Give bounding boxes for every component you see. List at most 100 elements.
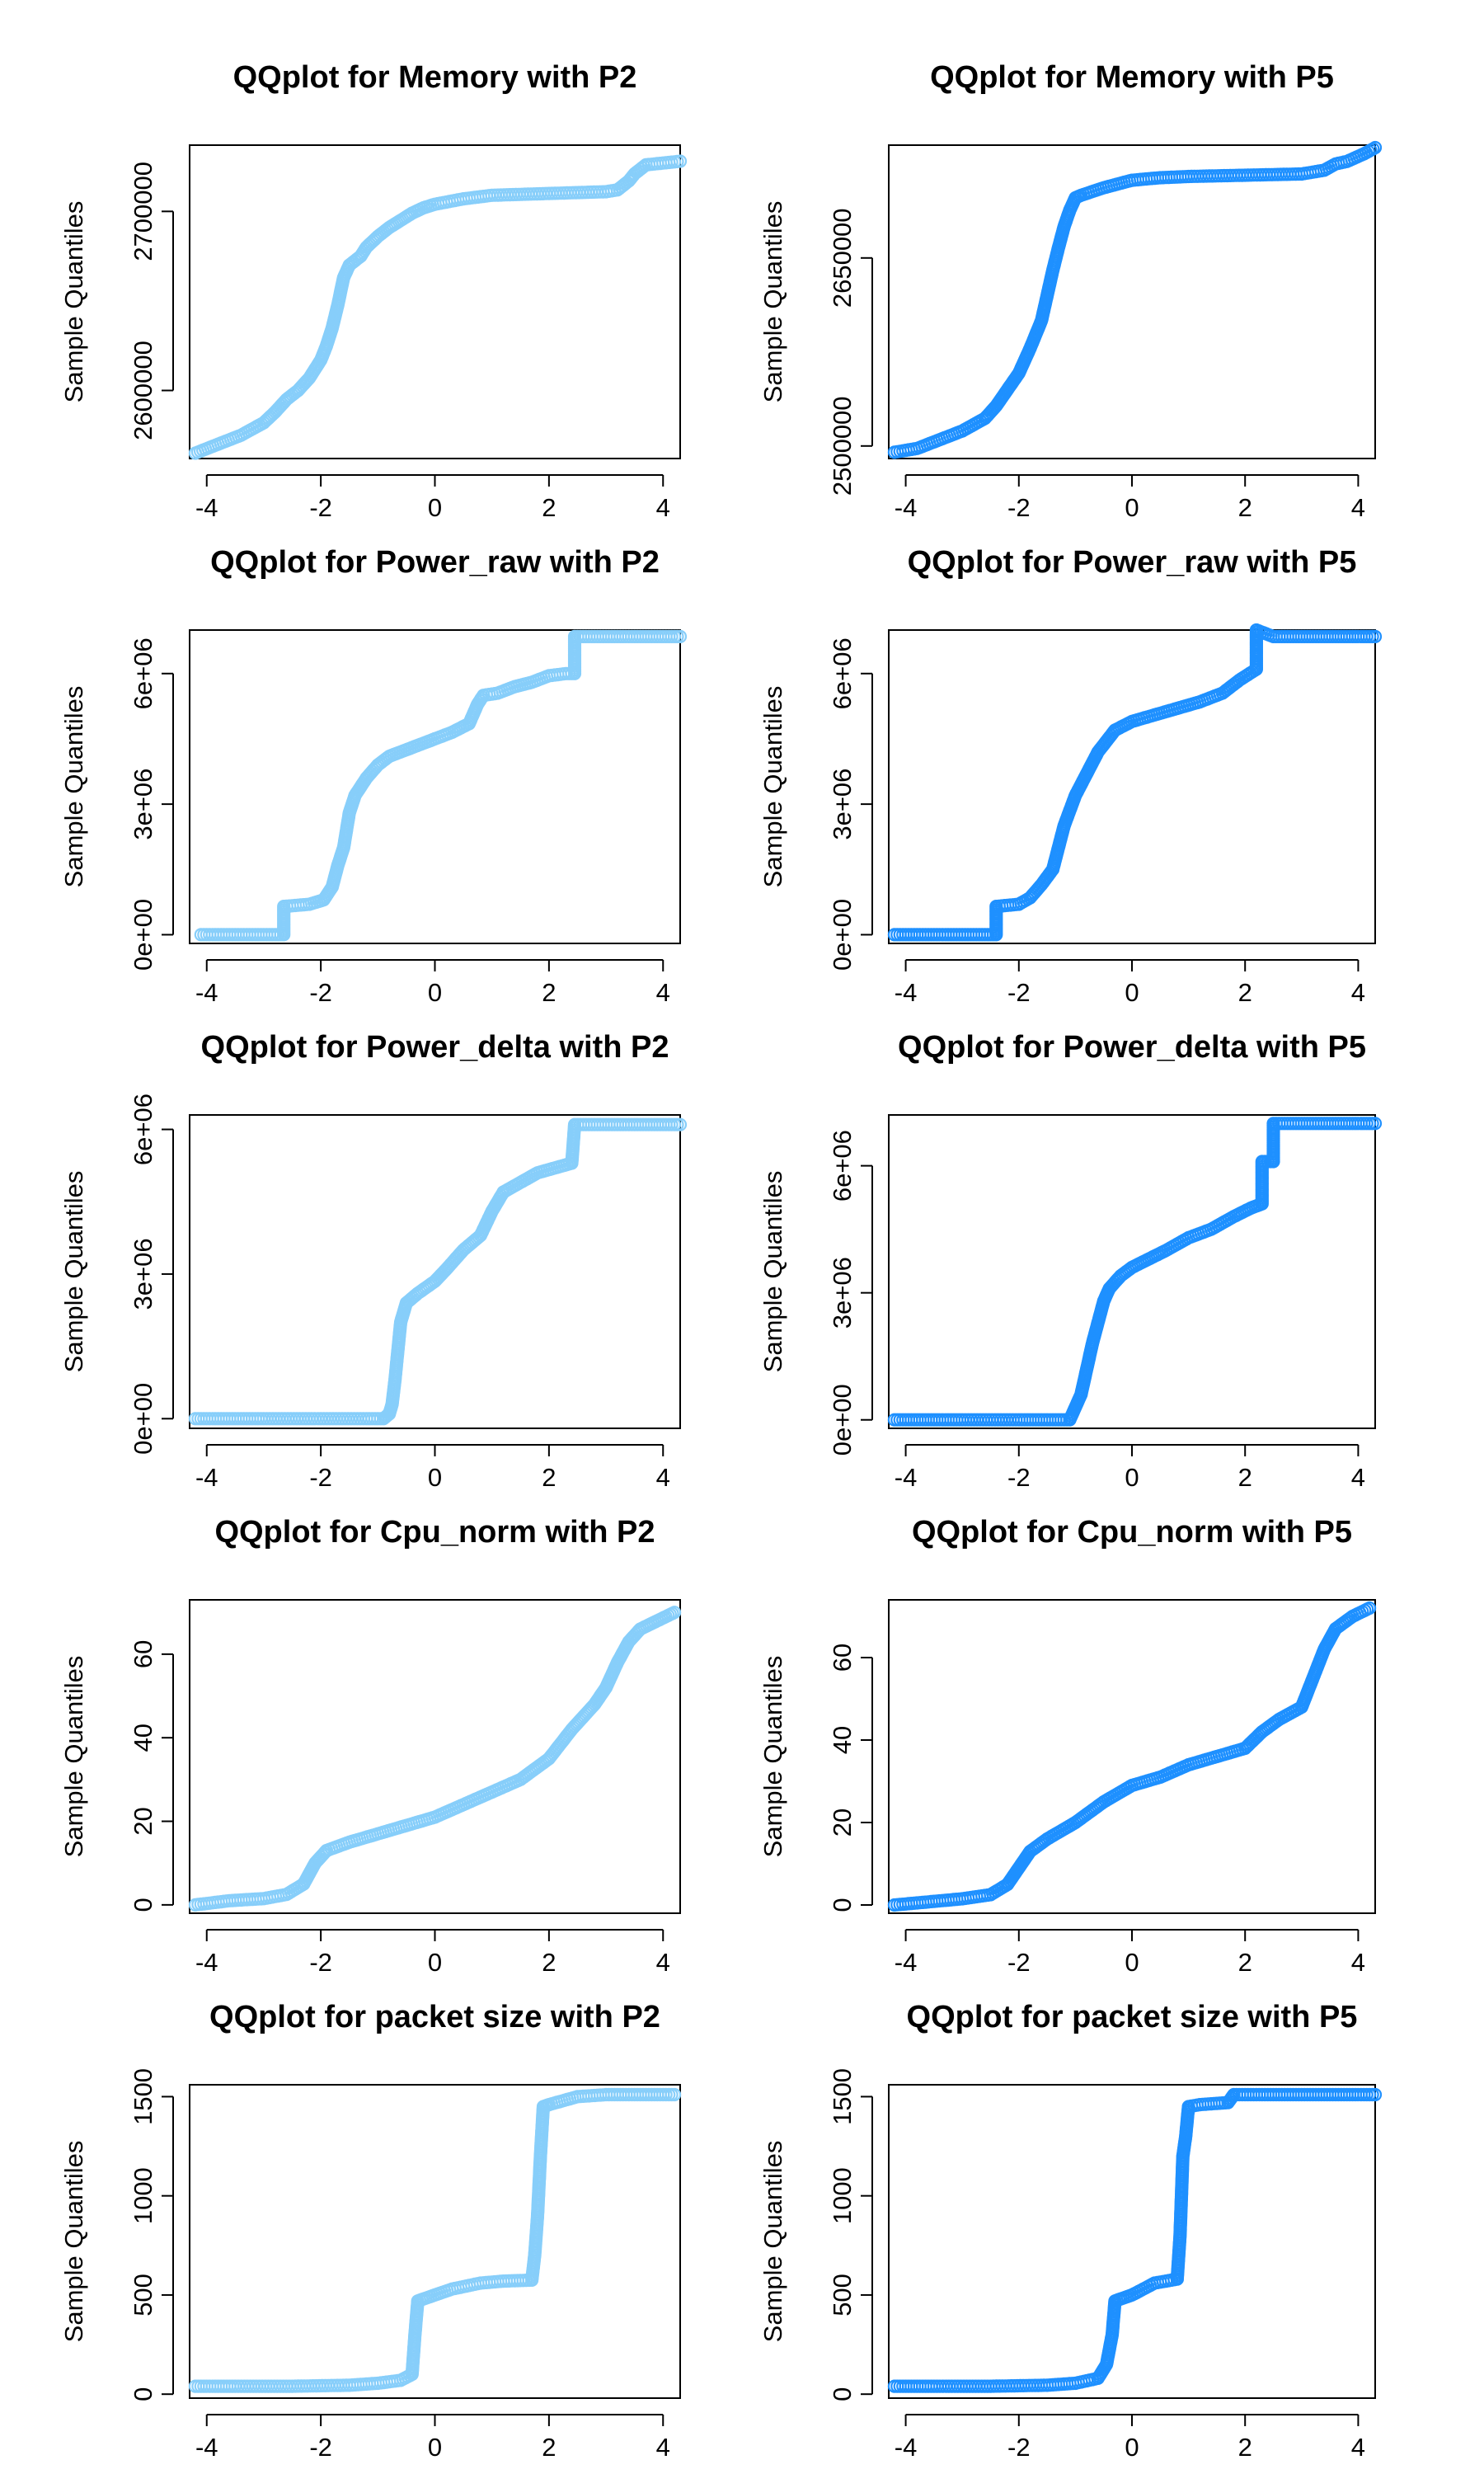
y-tick-label: 3e+06 <box>129 769 157 840</box>
plot-frame <box>888 1599 1376 1914</box>
x-tick-label: 0 <box>1125 493 1139 522</box>
x-tick-label: -2 <box>309 978 332 1007</box>
x-tick-label: 0 <box>428 1948 442 1977</box>
y-tick-label: 20 <box>129 1807 157 1835</box>
x-tick-label: -2 <box>1007 1463 1031 1492</box>
x-tick-label: 2 <box>1238 978 1252 1007</box>
panel-title: QQplot for Power_raw with P2 <box>210 545 660 580</box>
y-axis-title: Sample Quantiles <box>758 1171 787 1373</box>
panel-title: QQplot for Memory with P2 <box>233 60 637 95</box>
x-tick-label: 2 <box>542 978 556 1007</box>
qq-points <box>188 1117 688 1426</box>
x-tick-label: -2 <box>1007 2433 1031 2462</box>
panel-title: QQplot for packet size with P5 <box>907 2000 1358 2034</box>
x-tick-label: 2 <box>542 493 556 522</box>
y-tick-label: 2700000 <box>129 162 157 261</box>
y-tick-label: 3e+06 <box>828 769 857 840</box>
x-tick-label: -4 <box>195 978 218 1007</box>
y-tick-label: 1000 <box>828 2167 857 2224</box>
qq-panel-qqplot-for-memory-with-p2: QQplot for Memory with P2 -4 -2 0 2 4 2600000 2… <box>59 60 688 522</box>
x-tick-label: -4 <box>895 493 918 522</box>
x-tick-label: -4 <box>195 2433 218 2462</box>
qq-point <box>673 629 688 644</box>
qq-panel-qqplot-for-power-raw-with-p5: QQplot for Power_raw with P5 -4 -2 0 2 4 0e+00… <box>758 545 1383 1007</box>
panel-title: QQplot for Cpu_norm with P2 <box>214 1515 655 1550</box>
plot-frame <box>189 629 681 944</box>
qq-point <box>667 1606 682 1620</box>
x-tick-label: 4 <box>656 1948 670 1977</box>
x-tick-label: 0 <box>428 978 442 1007</box>
qq-panel-qqplot-for-packet-size-with-p5: QQplot for packet size with P5 -4 -2 0 2 4 0 50… <box>758 2000 1383 2462</box>
x-tick-label: -2 <box>309 493 332 522</box>
y-tick-label: 0e+00 <box>129 1383 157 1455</box>
y-tick-label: 0e+00 <box>129 899 157 971</box>
qq-points <box>188 2087 682 2393</box>
plot-frame <box>189 144 681 459</box>
y-tick-label: 6e+06 <box>129 637 157 709</box>
y-tick-label: 0 <box>828 2387 857 2401</box>
y-tick-label: 1500 <box>828 2068 857 2125</box>
x-tick-label: -2 <box>309 1948 332 1977</box>
plot-frame <box>189 2084 681 2399</box>
plot-frame <box>189 1114 681 1429</box>
qq-points <box>887 1117 1383 1427</box>
x-tick-label: 0 <box>1125 2433 1139 2462</box>
x-tick-label: -4 <box>195 1948 218 1977</box>
x-tick-label: 4 <box>656 493 670 522</box>
qq-panel-qqplot-for-cpu-norm-with-p5: QQplot for Cpu_norm with P5-4 -2 0 2 4020406… <box>758 1515 1377 1977</box>
plot-frame <box>189 1599 681 1914</box>
x-tick-label: 2 <box>1238 2433 1252 2462</box>
qq-point <box>673 1117 688 1131</box>
y-axis-title: Sample Quantiles <box>59 1656 88 1858</box>
plot-frame <box>888 2084 1376 2399</box>
x-tick-label: 2 <box>1238 1948 1252 1977</box>
x-tick-label: -2 <box>309 1463 332 1492</box>
panel-title: QQplot for Power_raw with P5 <box>908 545 1357 580</box>
x-tick-label: -4 <box>195 1463 218 1492</box>
y-tick-label: 2500000 <box>828 396 857 496</box>
x-tick-label: -2 <box>1007 978 1031 1007</box>
y-tick-label: 20 <box>828 1808 857 1837</box>
qq-points <box>887 623 1383 942</box>
qq-panel-qqplot-for-power-delta-with-p5: QQplot for Power_delta with P5 -4 -2 0 2 4 0e+… <box>758 1030 1383 1492</box>
x-tick-label: 0 <box>428 493 442 522</box>
y-tick-label: 1500 <box>129 2068 157 2125</box>
y-tick-label: 60 <box>129 1640 157 1668</box>
x-tick-label: 2 <box>1238 1463 1252 1492</box>
x-tick-label: 2 <box>542 1463 556 1492</box>
qq-point <box>1368 629 1383 644</box>
panel-title: QQplot for Memory with P5 <box>930 60 1334 95</box>
qq-points <box>188 154 688 460</box>
qq-points <box>194 629 688 942</box>
x-tick-label: -2 <box>1007 1948 1031 1977</box>
x-tick-label: 4 <box>656 1463 670 1492</box>
x-tick-label: -4 <box>895 1463 918 1492</box>
x-tick-label: 4 <box>1351 1948 1365 1977</box>
y-tick-label: 40 <box>129 1724 157 1752</box>
x-tick-label: -2 <box>309 2433 332 2462</box>
y-tick-label: 500 <box>129 2274 157 2316</box>
qq-panel-qqplot-for-power-delta-with-p2: QQplot for Power_delta with P2 -4 -2 0 2 4 0e+… <box>59 1030 688 1492</box>
qq-points <box>188 1606 682 1912</box>
x-tick-label: -4 <box>895 978 918 1007</box>
x-tick-label: 4 <box>1351 1463 1365 1492</box>
plot-frame <box>888 144 1376 459</box>
x-tick-label: 2 <box>1238 493 1252 522</box>
y-tick-label: 0 <box>129 2387 157 2401</box>
panel-title: QQplot for Power_delta with P2 <box>201 1030 669 1065</box>
x-tick-label: 4 <box>656 978 670 1007</box>
x-tick-label: 4 <box>1351 493 1365 522</box>
y-tick-label: 0e+00 <box>828 899 857 971</box>
qq-point <box>1368 140 1383 155</box>
qq-point <box>667 2087 682 2102</box>
panel-title: QQplot for Cpu_norm with P5 <box>912 1515 1352 1550</box>
qq-point <box>1368 2087 1383 2102</box>
y-tick-label: 6e+06 <box>129 1094 157 1165</box>
qq-point <box>1362 1601 1377 1616</box>
x-tick-label: 2 <box>542 2433 556 2462</box>
y-tick-label: 0e+00 <box>828 1384 857 1456</box>
y-axis-title: Sample Quantiles <box>59 686 88 888</box>
qq-panel-qqplot-for-power-raw-with-p2: QQplot for Power_raw with P2 -4 -2 0 2 4 0e+00… <box>59 545 688 1007</box>
x-tick-label: 0 <box>428 1463 442 1492</box>
